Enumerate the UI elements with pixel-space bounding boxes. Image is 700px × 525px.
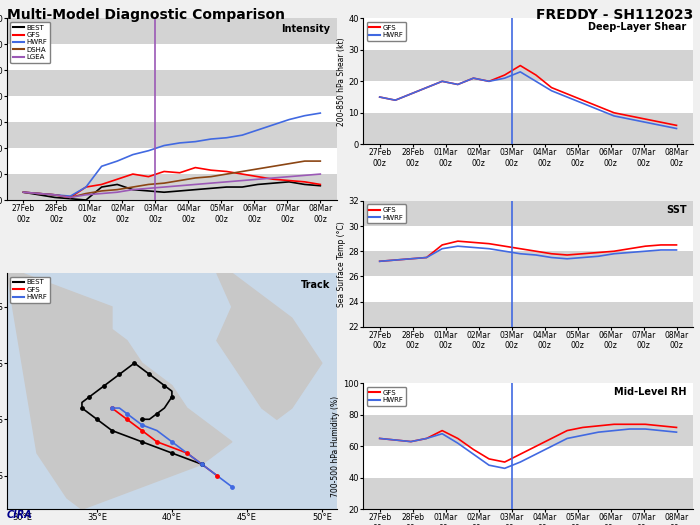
Point <box>181 449 193 457</box>
Point <box>84 393 95 401</box>
Legend: BEST, GFS, HWRF, DSHA, LGEA: BEST, GFS, HWRF, DSHA, LGEA <box>10 22 50 63</box>
Text: SST: SST <box>666 205 687 215</box>
Point <box>136 421 148 429</box>
Text: Track: Track <box>301 280 330 290</box>
Point <box>76 404 88 412</box>
Polygon shape <box>217 273 322 419</box>
Bar <box>7 44 337 70</box>
Legend: GFS, HWRF: GFS, HWRF <box>367 204 406 223</box>
Point <box>99 381 110 390</box>
Bar <box>363 18 693 50</box>
Polygon shape <box>7 273 232 509</box>
Text: Mid-Level RH: Mid-Level RH <box>614 387 687 397</box>
Point <box>106 404 118 412</box>
Point <box>121 415 132 424</box>
Point <box>136 426 148 435</box>
Text: Deep-Layer Shear: Deep-Layer Shear <box>588 22 687 32</box>
Point <box>159 381 170 390</box>
Y-axis label: Sea Surface Temp (°C): Sea Surface Temp (°C) <box>337 221 346 307</box>
Bar <box>363 226 693 251</box>
Text: Intensity: Intensity <box>281 24 330 34</box>
Point <box>167 437 178 446</box>
Point <box>144 370 155 379</box>
Bar <box>363 383 693 415</box>
Point <box>196 460 207 468</box>
Bar <box>7 96 337 122</box>
Point <box>91 415 102 424</box>
Legend: GFS, HWRF: GFS, HWRF <box>367 22 406 41</box>
Y-axis label: 200-850 hPa Shear (kt): 200-850 hPa Shear (kt) <box>337 37 346 125</box>
Point <box>129 359 140 368</box>
Text: Multi-Model Diagnostic Comparison: Multi-Model Diagnostic Comparison <box>7 8 285 22</box>
Legend: GFS, HWRF: GFS, HWRF <box>367 387 406 406</box>
Point <box>167 393 178 401</box>
Point <box>136 437 148 446</box>
Point <box>121 410 132 418</box>
Point <box>136 415 148 424</box>
Point <box>114 370 125 379</box>
Point <box>167 449 178 457</box>
Bar <box>363 276 693 301</box>
Text: FREDDY - SH112023: FREDDY - SH112023 <box>536 8 693 22</box>
Point <box>211 471 223 480</box>
Point <box>106 426 118 435</box>
Legend: BEST, GFS, HWRF: BEST, GFS, HWRF <box>10 277 50 303</box>
Bar <box>7 148 337 174</box>
Point <box>151 437 162 446</box>
Bar <box>363 81 693 113</box>
Bar <box>363 446 693 478</box>
Point <box>226 482 237 491</box>
Point <box>196 460 207 468</box>
Point <box>106 404 118 412</box>
Point <box>151 410 162 418</box>
Text: CIRA: CIRA <box>7 510 33 520</box>
Y-axis label: 700-500 hPa Humidity (%): 700-500 hPa Humidity (%) <box>332 396 340 497</box>
